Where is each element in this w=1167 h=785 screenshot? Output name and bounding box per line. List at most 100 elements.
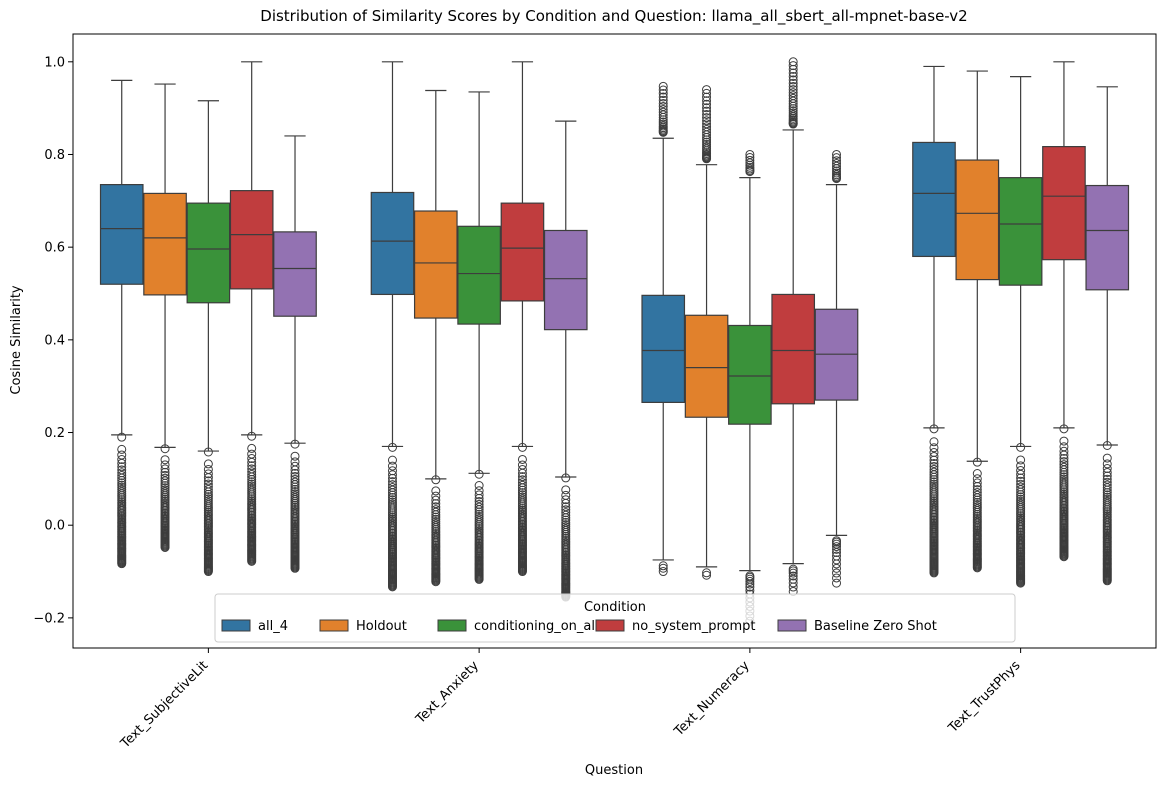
outlier-point: [832, 153, 842, 163]
box-iqr: [370, 191, 415, 296]
outlier-point: [203, 489, 213, 499]
plot-area: −0.2 0.0 0.2 0.4 0.6 0.8 1.0 Text_SubjectiveLit…: [33, 55, 1130, 752]
outlier-point: [387, 488, 397, 498]
outlier-point: [160, 473, 170, 483]
legend-title: Condition: [584, 600, 646, 615]
outlier-point: [972, 469, 982, 479]
outlier-point: [658, 98, 668, 108]
outlier-point: [1059, 436, 1069, 446]
outlier-point: [929, 475, 939, 485]
box-conditioning_on_all-Text_TrustPhys: [998, 76, 1043, 588]
outlier-point: [788, 571, 798, 581]
outlier-point: [517, 483, 527, 493]
outlier-point: [972, 490, 982, 500]
outlier-point: [1016, 461, 1026, 471]
box-iqr: [1042, 146, 1086, 261]
outlier-point: [972, 481, 982, 491]
outlier-point: [929, 458, 939, 468]
outlier-point: [387, 477, 397, 487]
outlier-point: [203, 469, 213, 479]
outlier-point: [160, 476, 170, 486]
outlier-point: [788, 91, 798, 101]
outlier-point: [431, 495, 441, 505]
outlier-point: [702, 103, 712, 113]
outlier-point: [702, 116, 712, 126]
outlier-point: [290, 461, 300, 471]
box-iqr: [229, 190, 274, 290]
box-conditioning_on_all-Text_Anxiety: [457, 91, 501, 584]
box-iqr: [143, 192, 187, 296]
outlier-point: [788, 57, 798, 67]
outlier-point: [1102, 459, 1112, 469]
outlier-point: [1102, 467, 1112, 477]
outlier-point: [1102, 488, 1112, 498]
outlier-point: [745, 579, 755, 589]
box-no_system_prompt-Text_Numeracy: [771, 57, 816, 596]
legend-entry-label: conditioning_on_all: [474, 619, 599, 634]
box-iqr: [413, 210, 458, 319]
outlier-point: [247, 472, 257, 482]
y-tick-label: −0.2: [33, 611, 65, 626]
outlier-point: [160, 464, 170, 474]
outlier-point: [658, 561, 668, 571]
outlier-point: [247, 556, 257, 566]
outlier-point: [517, 480, 527, 490]
chart-title: Distribution of Similarity Scores by Con…: [260, 7, 967, 26]
outlier-point: [431, 507, 441, 517]
box-no_system_prompt-Text_SubjectiveLit: [229, 61, 274, 566]
outlier-point: [788, 81, 798, 91]
y-tick-label: 0.4: [44, 333, 65, 348]
outlier-point: [517, 485, 527, 495]
outlier-point: [929, 467, 939, 477]
x-tick-label: Text_Anxiety: [413, 658, 483, 728]
outlier-point: [745, 155, 755, 165]
outlier-point: [474, 490, 484, 500]
outlier-point: [788, 568, 798, 578]
box-iqr: [728, 324, 772, 425]
outlier-point: [387, 455, 397, 465]
box-iqr: [912, 141, 956, 258]
outlier-point: [561, 515, 571, 525]
outlier-point: [561, 510, 571, 520]
x-tick-label: Text_TrustPhys: [945, 658, 1024, 737]
outlier-point: [658, 107, 668, 117]
box-iqr: [457, 225, 501, 325]
outlier-point: [832, 563, 842, 573]
outlier-point: [290, 468, 300, 478]
outlier-point: [1102, 576, 1112, 586]
box-Holdout-Text_Anxiety: [413, 89, 458, 587]
x-tick-label: Text_SubjectiveLit: [117, 658, 211, 752]
box-iqr: [1085, 184, 1130, 291]
outlier-point: [561, 513, 571, 523]
outlier-point: [658, 92, 668, 102]
outlier-point: [1059, 446, 1069, 456]
box-all_4-Text_Numeracy: [641, 81, 686, 577]
legend-frame: [214, 593, 1016, 643]
outlier-point: [832, 559, 842, 569]
outlier-point: [788, 61, 798, 71]
outlier-point: [702, 122, 712, 132]
outlier-point: [745, 153, 755, 163]
box-iqr: [641, 294, 686, 403]
outlier-point: [832, 149, 842, 159]
outlier-point: [832, 573, 842, 583]
box-iqr: [771, 293, 816, 405]
outlier-point: [160, 478, 170, 488]
outlier-point: [702, 141, 712, 151]
box-all_4-Text_SubjectiveLit: [99, 79, 144, 569]
outlier-point: [788, 108, 798, 118]
outlier-point: [832, 555, 842, 565]
outlier-point: [387, 470, 397, 480]
outlier-point: [203, 473, 213, 483]
outlier-point: [1016, 487, 1026, 497]
outlier-point: [117, 462, 127, 472]
outlier-point: [702, 119, 712, 129]
box-no_system_prompt-Text_Anxiety: [500, 61, 545, 577]
box-all_4-Text_Anxiety: [370, 61, 415, 592]
outlier-point: [702, 568, 712, 578]
outlier-point: [788, 104, 798, 114]
outlier-point: [929, 437, 939, 447]
outlier-point: [972, 493, 982, 503]
outlier-point: [832, 166, 842, 176]
outlier-point: [1059, 450, 1069, 460]
